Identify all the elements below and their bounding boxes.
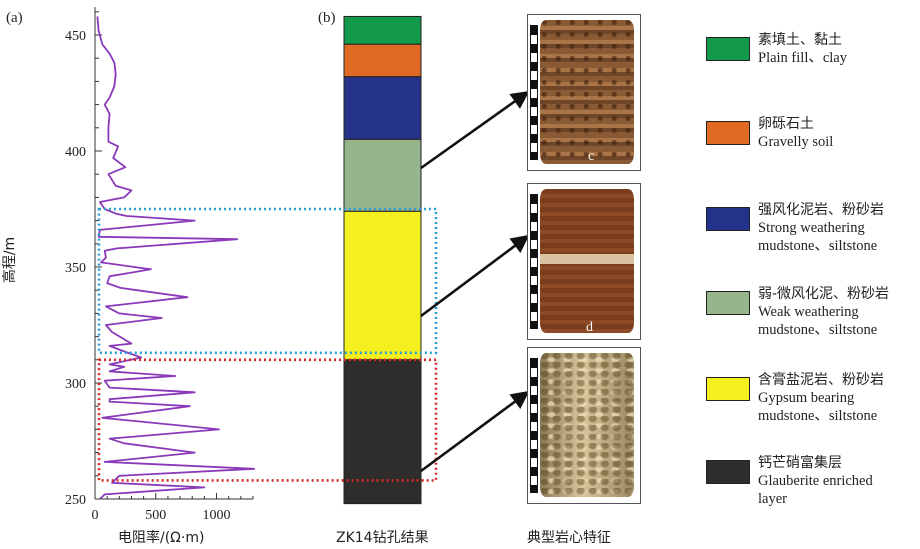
borehole-column <box>97 15 438 505</box>
core-cylinder <box>540 189 634 333</box>
x-tick-label: 0 <box>92 508 99 523</box>
legend-label-english: layer <box>758 491 787 507</box>
legend-label-english: Strong weathering <box>758 220 865 236</box>
x-tick-label: 500 <box>145 508 166 523</box>
legend-label-chinese: 素填土、黏土 <box>758 32 842 48</box>
legend-label-english: Plain fill、clay <box>758 50 847 66</box>
resistivity-curve <box>96 16 256 500</box>
legend-label-chinese: 钙芒硝富集层 <box>758 455 842 471</box>
arrow-to-core-3 <box>420 390 530 473</box>
legend-swatch <box>706 460 750 484</box>
legend-label-english: Gravelly soil <box>758 134 834 150</box>
core-scale-ruler <box>530 358 538 493</box>
legend-label: 钙芒硝富集层 Glauberite enriched layer <box>758 454 873 508</box>
legend-label: 卵砾石土 Gravelly soil <box>758 115 833 151</box>
core-cylinder <box>540 20 634 164</box>
legend-label-chinese: 强风化泥岩、粉砂岩 <box>758 202 884 218</box>
legend-swatch <box>706 207 750 231</box>
y-tick-label: 450 <box>65 29 86 44</box>
legend-label: 弱-微风化泥、粉砂岩 Weak weathering mudstone、siltst… <box>758 285 889 339</box>
legend-swatch <box>706 37 750 61</box>
core-photo-glauberite <box>527 347 641 504</box>
legend-label-english: Glauberite enriched <box>758 473 873 489</box>
highlight-box-red <box>97 358 438 482</box>
legend-label-english: mudstone、siltstone <box>758 322 878 338</box>
y-tick-label: 250 <box>65 493 86 508</box>
core-photo-gypsum-bearing: d <box>527 183 641 340</box>
legend-swatch <box>706 121 750 145</box>
legend-swatch <box>706 377 750 401</box>
column-caption: ZK14钻孔结果 <box>336 530 429 546</box>
legend-label-english: Weak weathering <box>758 304 859 320</box>
panel-a-label: (a) <box>6 10 23 26</box>
legend-label-chinese: 弱-微风化泥、粉砂岩 <box>758 286 890 302</box>
core-scale-ruler <box>530 194 538 329</box>
legend-label-english: mudstone、siltstone <box>758 408 878 424</box>
legend-label: 素填土、黏土 Plain fill、clay <box>758 31 847 67</box>
legend-label: 强风化泥岩、粉砂岩 Strong weathering mudstone、silts… <box>758 201 884 255</box>
stratum-glauberite <box>343 359 422 505</box>
core-letter-d: d <box>586 320 593 335</box>
stratum-gravelly-soil <box>343 43 422 78</box>
legend-label: 含膏盐泥岩、粉砂岩 Gypsum bearing mudstone、siltston… <box>758 371 884 425</box>
y-tick-label: 300 <box>65 377 86 392</box>
x-tick-label: 1000 <box>203 508 231 523</box>
stratum-weak-weathering <box>343 138 422 212</box>
core-scale-ruler <box>530 25 538 160</box>
arrow-to-core-2 <box>420 234 530 318</box>
cores-caption: 典型岩心特征 <box>527 530 611 546</box>
stratum-plain-fill-clay <box>343 15 422 45</box>
core-letter-c: c <box>588 149 595 164</box>
y-axis-label: 高程/m <box>2 236 19 284</box>
y-tick-label: 400 <box>65 145 86 160</box>
core-photo-weak-weathering: c <box>527 14 641 171</box>
legend-label-chinese: 含膏盐泥岩、粉砂岩 <box>758 372 884 388</box>
panel-b-label: (b) <box>318 10 336 26</box>
stratum-gypsum-bearing <box>343 210 422 361</box>
core-arrows <box>420 90 530 473</box>
legend-label-english: Gypsum bearing <box>758 390 855 406</box>
stratum-strong-weathering <box>343 76 422 140</box>
resistivity-plot: 450 400 350 300 250 0 500 1000 <box>65 7 256 523</box>
y-tick-label: 350 <box>65 261 86 276</box>
legend-label-english: mudstone、siltstone <box>758 238 878 254</box>
legend-label-chinese: 卵砾石土 <box>758 116 814 132</box>
x-axis-label: 电阻率/(Ω·m) <box>118 530 205 546</box>
arrow-to-core-1 <box>420 90 530 170</box>
legend-swatch <box>706 291 750 315</box>
core-cylinder <box>540 353 634 497</box>
